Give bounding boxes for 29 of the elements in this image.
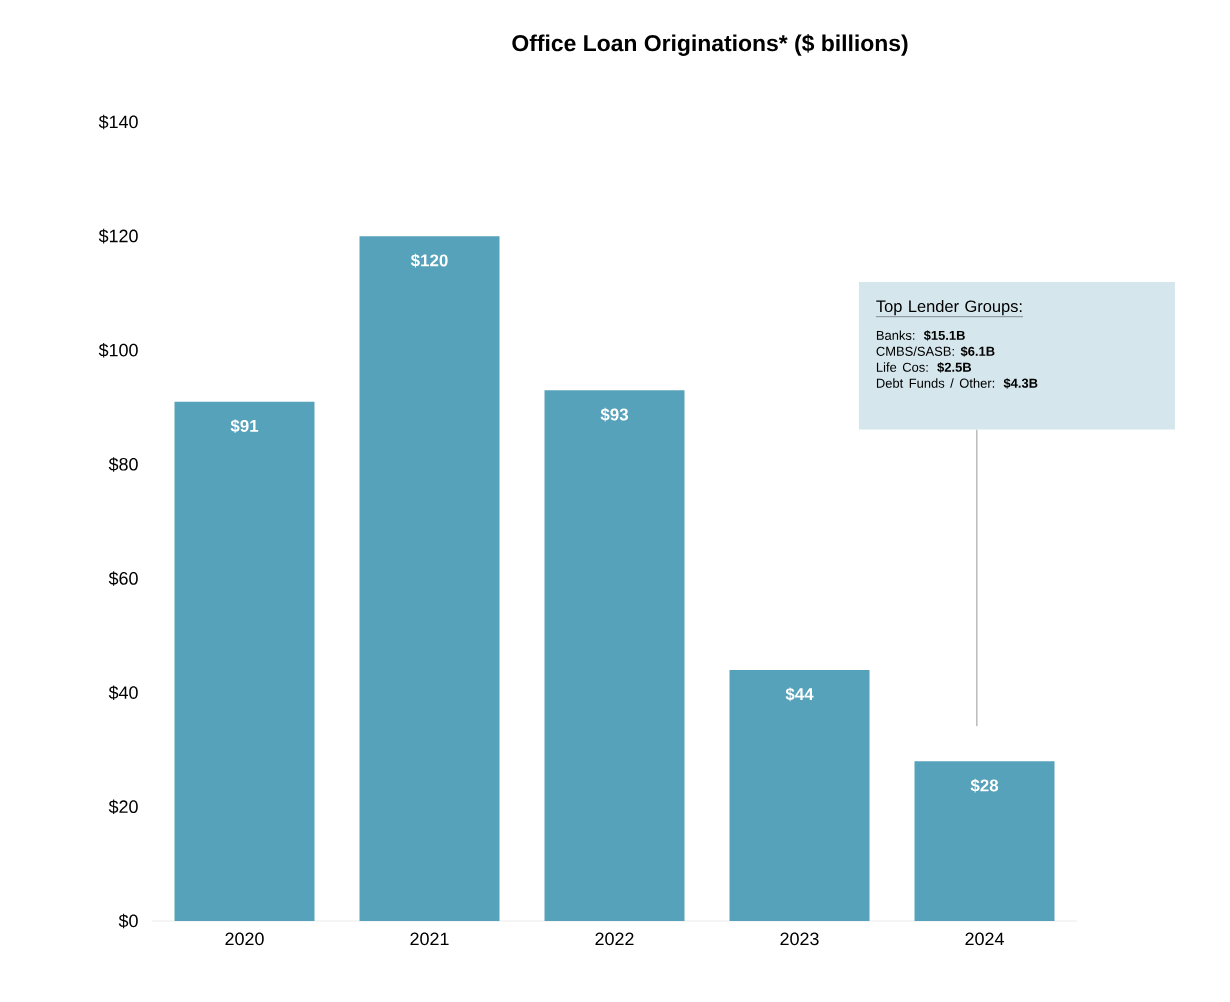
- bar: [174, 401, 315, 921]
- y-tick-label: $80: [108, 457, 138, 472]
- y-tick-label: $120: [98, 228, 138, 244]
- annotation: Top Lender Groups:: [876, 299, 1022, 316]
- data-label: $93: [600, 407, 629, 422]
- y-tick-label: $60: [108, 571, 138, 586]
- data-label: $91: [230, 419, 259, 433]
- x-tick-label: 2023: [780, 932, 819, 946]
- annotation: Debt Funds / Other: $4.3B: [876, 378, 1038, 389]
- y-tick-label: $20: [108, 799, 138, 815]
- bar: [359, 236, 500, 921]
- y-tick-label: $40: [108, 685, 138, 700]
- y-tick-label: $100: [98, 343, 138, 358]
- x-tick-label: 2020: [225, 932, 264, 946]
- annotation: Life Cos: $2.5B: [876, 362, 972, 373]
- x-tick-label: 2022: [595, 932, 634, 946]
- data-label: $44: [785, 687, 814, 702]
- bar: [729, 669, 870, 921]
- y-tick-label: $0: [118, 913, 138, 929]
- data-label: $28: [970, 778, 999, 793]
- x-tick-label: 2021: [410, 932, 449, 946]
- data-label: $120: [410, 253, 448, 268]
- annotation: Banks: $15.1B: [876, 330, 965, 341]
- y-tick-label: $140: [98, 114, 138, 130]
- bar: [914, 761, 1055, 921]
- annotation: CMBS/SASB: $6.1B: [876, 346, 995, 357]
- chart-title: Office Loan Originations* ($ billions): [512, 34, 908, 56]
- x-tick-label: 2024: [965, 932, 1004, 946]
- bar: [544, 390, 685, 921]
